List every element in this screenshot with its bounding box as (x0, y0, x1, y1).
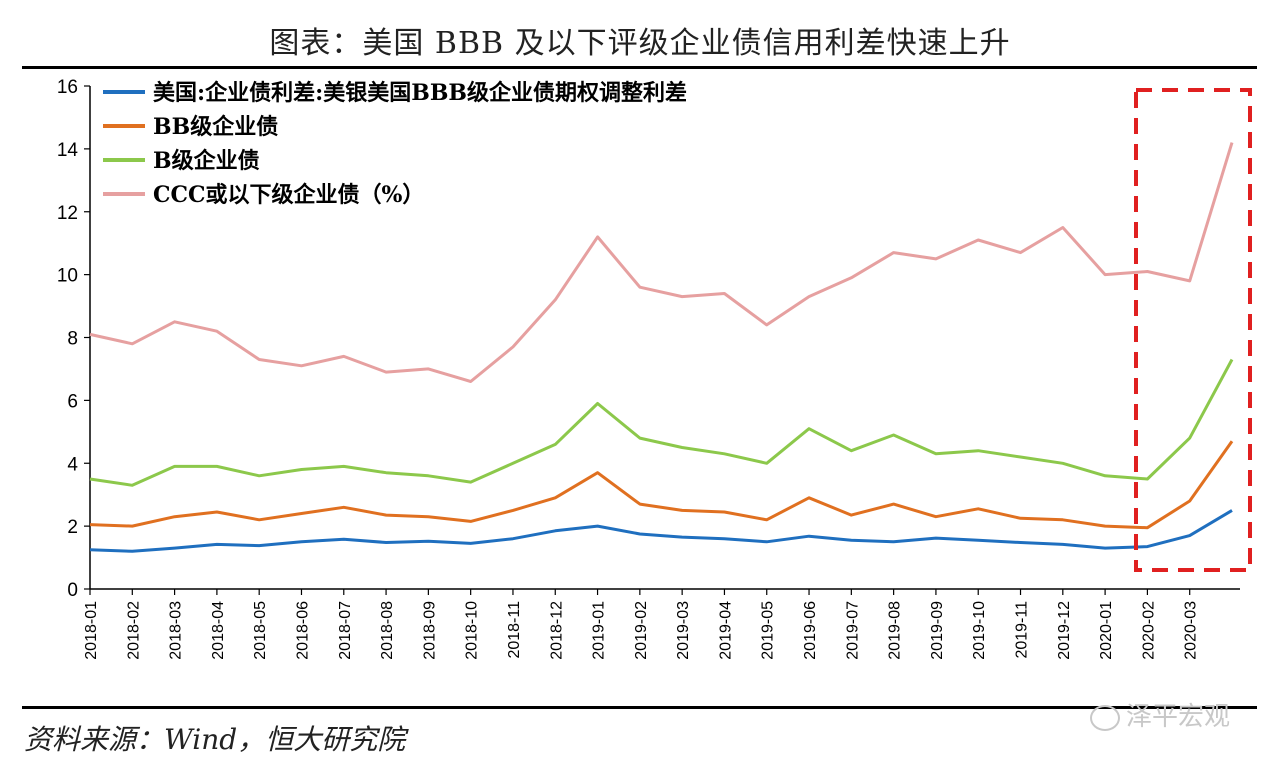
x-tick-label: 2019-06 (802, 601, 819, 660)
series-line (89, 142, 1234, 383)
x-tick-label: 2018-04 (210, 601, 227, 660)
x-tick-label: 2019-05 (760, 601, 777, 660)
y-tick-label: 6 (67, 391, 78, 412)
y-tick-label: 8 (67, 329, 78, 350)
top-rule (22, 66, 1257, 69)
legend-label: CCC或以下级企业债（%） (153, 182, 424, 208)
wechat-icon (1090, 704, 1120, 731)
x-tick-label: 2019-08 (887, 601, 904, 660)
x-tick-label: 2018-05 (252, 601, 269, 660)
x-tick-label: 2019-01 (591, 601, 608, 660)
x-tick-label: 2020-03 (1183, 601, 1200, 660)
source-note: 资料来源：Wind，恒大研究院 (24, 723, 406, 756)
y-tick-label: 16 (57, 77, 78, 98)
legend-label: 美国:企业债利差:美银美国BBB级企业债期权调整利差 (153, 80, 687, 106)
watermark-text: 泽平宏观 (1126, 702, 1231, 732)
x-tick-label: 2018-08 (379, 601, 396, 660)
x-tick-label: 2019-04 (717, 601, 734, 660)
bottom-rule (22, 706, 1257, 709)
y-tick-label: 10 (57, 266, 78, 287)
x-tick-label: 2018-02 (125, 601, 142, 660)
x-tick-label: 2018-09 (421, 601, 438, 660)
x-tick-label: 2019-11 (1014, 601, 1031, 659)
x-tick-label: 2019-02 (633, 601, 650, 660)
y-tick-label: 4 (67, 454, 78, 475)
chart-title: 图表：美国 BBB 及以下评级企业债信用利差快速上升 (269, 26, 1011, 61)
x-tick-label: 2018-07 (337, 601, 354, 660)
series-line (89, 440, 1234, 530)
x-tick-label: 2018-11 (506, 601, 523, 659)
chart-axes: 0 2 4 6 8 10 12 14 16 2018-01 2018-02 2018-03 2018-0… (57, 77, 1240, 660)
watermark: 泽平宏观 (1090, 700, 1230, 734)
legend-label: BB级企业债 (153, 114, 278, 140)
x-tick-label: 2019-07 (844, 601, 861, 660)
x-tick-label: 2020-01 (1098, 601, 1115, 660)
x-tick-label: 2020-02 (1140, 601, 1157, 660)
y-tick-label: 0 (67, 580, 78, 601)
highlight-box (1134, 88, 1252, 572)
series-layer (89, 142, 1234, 553)
x-tick-label: 2018-03 (168, 601, 185, 660)
x-tick-label: 2018-01 (83, 601, 100, 660)
y-tick-label: 2 (67, 517, 78, 538)
x-tick-label: 2018-12 (548, 601, 565, 660)
series-line (89, 358, 1234, 487)
y-tick-label: 12 (57, 203, 78, 224)
x-tick-label: 2019-10 (971, 601, 988, 660)
x-tick-label: 2018-06 (294, 601, 311, 660)
x-tick-label: 2019-09 (929, 601, 946, 660)
legend-label: B级企业债 (153, 148, 260, 174)
series-line (89, 509, 1233, 553)
x-tick-label: 2018-10 (464, 601, 481, 660)
y-tick-label: 14 (57, 140, 79, 161)
x-tick-label: 2019-12 (1056, 601, 1073, 660)
legend: 美国:企业债利差:美银美国BBB级企业债期权调整利差 BB级企业债 B级企业债 CCC… (103, 80, 687, 208)
x-tick-label: 2019-03 (675, 601, 692, 660)
